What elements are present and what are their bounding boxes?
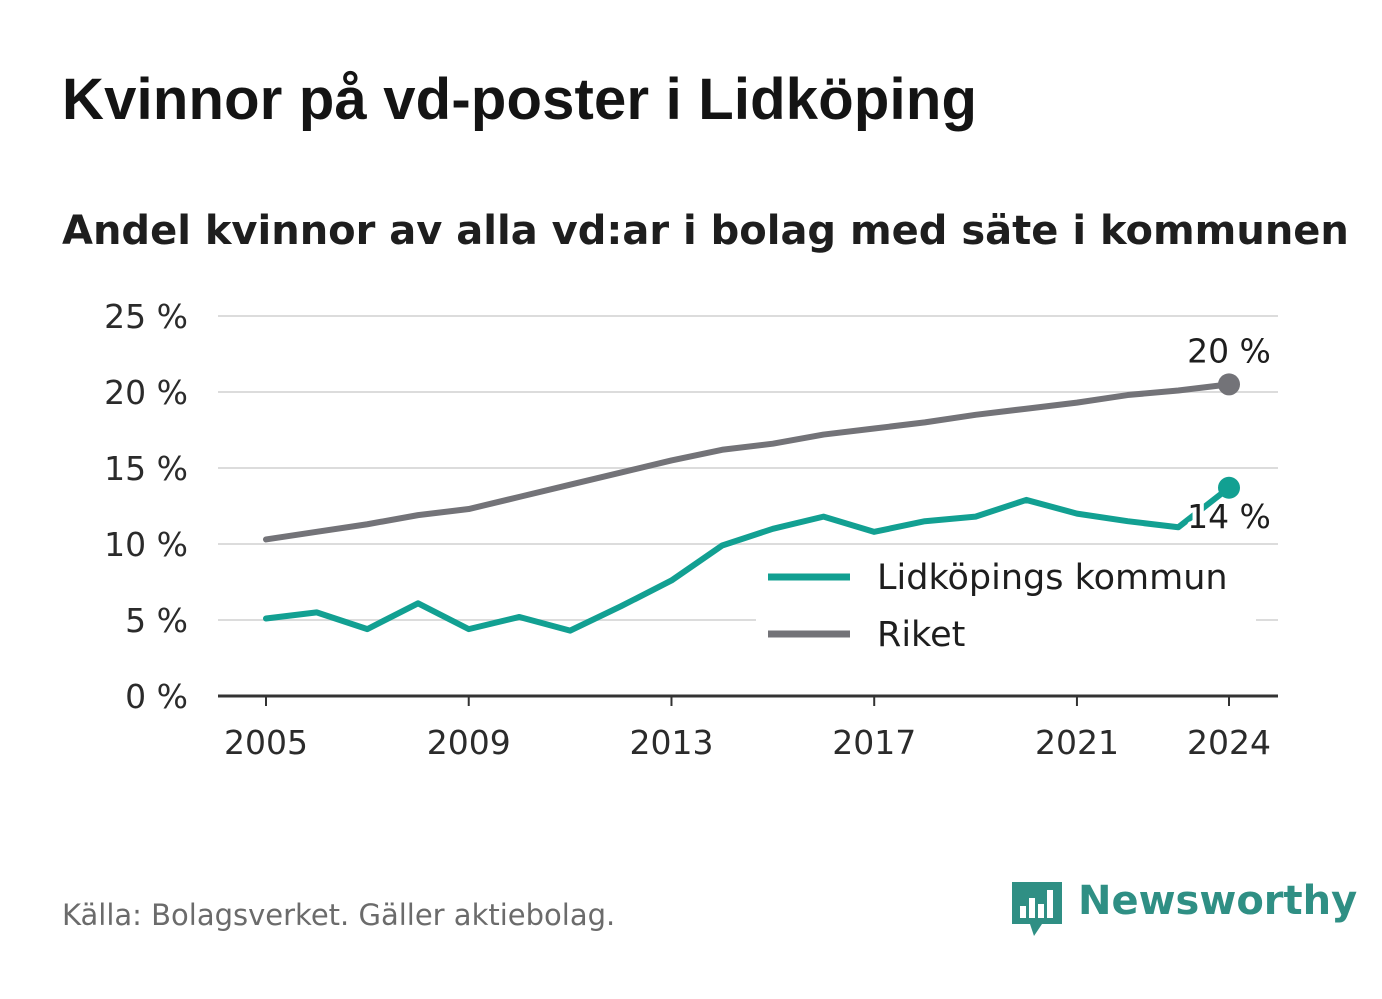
chart-title: Kvinnor på vd-poster i Lidköping: [62, 67, 978, 132]
brand-name: Newsworthy: [1078, 878, 1358, 924]
axes: 0 % 5 % 10 % 15 % 20 % 25 % 2005 2009 2013 2017 20…: [104, 297, 1278, 762]
y-tick-label: 15 %: [104, 449, 188, 488]
grid-lines: [218, 315, 1278, 621]
legend-background: [756, 548, 1256, 668]
newsworthy-logo-icon: [1012, 882, 1062, 936]
y-tick-label: 25 %: [104, 297, 188, 336]
line-chart: 0 % 5 % 10 % 15 % 20 % 25 % 2005 2009 2013 2017 20…: [104, 297, 1278, 762]
series-end-point: [1218, 476, 1240, 499]
y-tick-label: 5 %: [125, 601, 188, 640]
x-tick-label: 2013: [629, 723, 713, 762]
legend-label: Riket: [877, 615, 965, 655]
series-line: [263, 484, 1232, 634]
legend-label: Lidköpings kommun: [877, 558, 1228, 598]
x-tick-label: 2021: [1035, 723, 1119, 762]
x-tick-label: 2009: [427, 723, 511, 762]
chart-subtitle: Andel kvinnor av alla vd:ar i bolag med …: [62, 208, 1349, 254]
y-tick-label: 20 %: [104, 373, 188, 412]
x-tick-label: 2017: [832, 723, 916, 762]
series-lines: [263, 373, 1240, 634]
x-tick-label: 2024: [1187, 723, 1271, 762]
end-label-halo: 20 %: [1187, 331, 1271, 370]
source-note: Källa: Bolagsverket. Gäller aktiebolag.: [62, 898, 616, 932]
y-tick-label: 0 %: [125, 677, 188, 716]
end-label: 20 %: [1187, 331, 1271, 370]
x-tick-label: 2005: [224, 723, 308, 762]
end-label: 14 %: [1187, 497, 1271, 536]
series-line: [263, 381, 1232, 543]
end-labels: 14 %14 %20 %20 %: [1183, 327, 1275, 539]
y-tick-label: 10 %: [104, 525, 188, 564]
legend: Lidköpings kommun Riket: [756, 548, 1256, 668]
end-label-halo: 14 %: [1187, 497, 1271, 536]
series-end-point: [1218, 373, 1240, 396]
